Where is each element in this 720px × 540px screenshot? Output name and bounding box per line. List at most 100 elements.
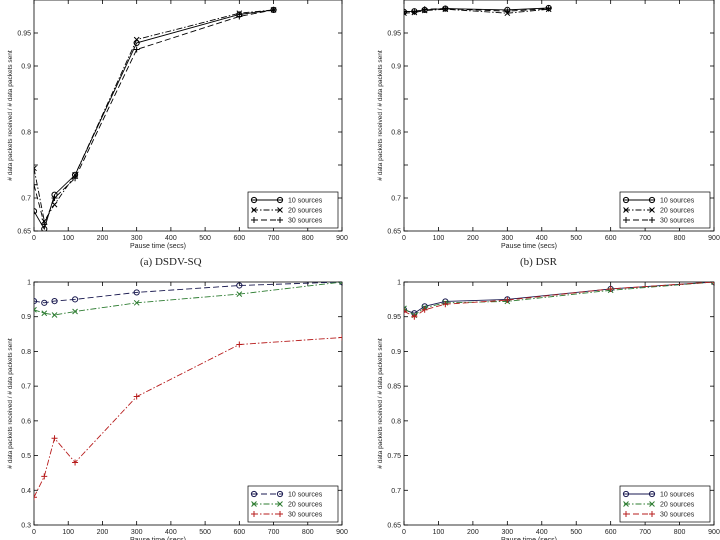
y-tick-label: 0.95	[387, 31, 401, 38]
plot-frame	[403, 0, 715, 232]
legend-label: 30 sources	[660, 512, 695, 519]
legend-marker	[276, 196, 284, 204]
series-1-point	[71, 296, 79, 303]
series-2-point	[339, 282, 342, 285]
caption-a: (a) DSDV-SQ	[140, 256, 202, 268]
x-tick-label: 500	[199, 529, 211, 536]
legend-marker	[277, 217, 283, 223]
x-tick-label: 800	[674, 235, 686, 242]
legend-label: 20 sources	[660, 502, 695, 509]
x-tick-label: 300	[131, 529, 143, 536]
x-axis-label: Pause time (secs)	[130, 243, 186, 250]
series-line-1	[404, 282, 714, 314]
plot-area	[404, 282, 714, 320]
legend-label: 30 sources	[660, 218, 695, 225]
x-tick-label: 100	[62, 529, 74, 536]
x-tick-label: 900	[708, 235, 720, 242]
x-tick-label: 600	[605, 529, 617, 536]
y-tick-label: 0.95	[387, 314, 401, 321]
chart-c: 0 100 200 300 400 500 600 700 800 900 0.3 0.4 0.5 0.6…	[7, 280, 348, 540]
legend-label: 30 sources	[288, 512, 323, 519]
series-line-1	[34, 9, 274, 231]
series-line-1	[34, 282, 342, 304]
series-2-point	[711, 282, 714, 285]
y-tick-label: 0.6	[21, 418, 31, 425]
series-1-point	[338, 282, 342, 286]
legend-marker	[276, 490, 284, 498]
plot-area	[34, 282, 342, 501]
legend-marker	[622, 196, 630, 204]
x-tick-label: 400	[536, 529, 548, 536]
chart-b-dsr: 0 100 200 300 400 500 600 700 800 900 0.65 0.7 0.8 0.…	[377, 0, 720, 250]
legend-marker	[251, 511, 257, 517]
caption-b: (b) DSR	[520, 256, 557, 268]
series-2-point	[51, 312, 58, 318]
y-tick-label: 0.7	[391, 488, 401, 495]
legend-marker	[623, 207, 629, 213]
series-line-3	[34, 9, 274, 226]
series-line-2	[404, 282, 714, 316]
series-line-2	[404, 8, 549, 14]
legend: 10 sources 20 sources 30 sources	[247, 191, 339, 229]
legend-box	[247, 485, 339, 523]
series-1-point	[51, 297, 58, 305]
x-tick-label: 500	[570, 235, 582, 242]
plot-frame	[403, 281, 715, 526]
series-2-point	[133, 36, 140, 43]
x-tick-label: 200	[467, 235, 479, 242]
x-tick-label: 100	[433, 529, 445, 536]
legend-label: 20 sources	[660, 208, 695, 215]
x-tick-label: 500	[199, 235, 211, 242]
series-3-point	[607, 285, 614, 292]
series-3-point	[41, 473, 48, 480]
series-2-point	[72, 172, 78, 178]
series-3-point	[411, 313, 418, 320]
y-tick-label: 0.7	[391, 196, 401, 203]
x-tick-label: 300	[501, 235, 513, 242]
legend-marker	[250, 490, 258, 498]
legend-marker	[251, 501, 257, 507]
y-tick-label: 0.4	[21, 488, 31, 495]
series-1-point	[41, 299, 48, 306]
legend-marker	[649, 207, 655, 213]
legend-box	[619, 485, 711, 523]
series-1-point	[133, 289, 140, 296]
x-tick-label: 700	[639, 529, 651, 536]
legend-marker	[623, 217, 629, 223]
series-3-point	[133, 393, 140, 400]
legend-label: 10 sources	[660, 198, 695, 205]
x-tick-label: 800	[674, 529, 686, 536]
y-tick-label: 1	[27, 280, 31, 287]
series-3-point	[270, 6, 277, 13]
legend-label: 10 sources	[288, 198, 323, 205]
x-tick-label: 300	[501, 529, 513, 536]
series-2-point	[34, 306, 37, 313]
x-tick-label: 900	[336, 235, 348, 242]
legend-box	[247, 191, 339, 229]
legend-marker	[251, 217, 257, 223]
series-3-point	[236, 341, 243, 348]
plot-frame	[33, 0, 343, 232]
x-tick-label: 500	[570, 529, 582, 536]
y-tick-label: 0.9	[21, 314, 31, 321]
series-3-point	[404, 308, 407, 315]
legend-marker	[649, 217, 655, 223]
y-axis-label: # data packets received / # data packets…	[7, 50, 14, 181]
legend-label: 20 sources	[288, 502, 323, 509]
series-3-point	[504, 297, 511, 304]
x-tick-label: 700	[639, 235, 651, 242]
series-3-point	[133, 46, 140, 53]
series-line-3	[404, 8, 549, 13]
x-tick-label: 700	[268, 235, 280, 242]
series-2-point	[236, 291, 243, 298]
x-tick-label: 0	[402, 235, 406, 242]
series-2-point	[41, 310, 48, 317]
plot-frame	[33, 281, 343, 526]
legend-marker	[251, 207, 257, 213]
x-tick-label: 100	[62, 235, 74, 242]
legend-label: 30 sources	[288, 218, 323, 225]
x-tick-label: 600	[605, 235, 617, 242]
y-tick-label: 1	[397, 280, 401, 287]
legend-label: 10 sources	[660, 492, 695, 499]
x-tick-label: 200	[97, 529, 109, 536]
